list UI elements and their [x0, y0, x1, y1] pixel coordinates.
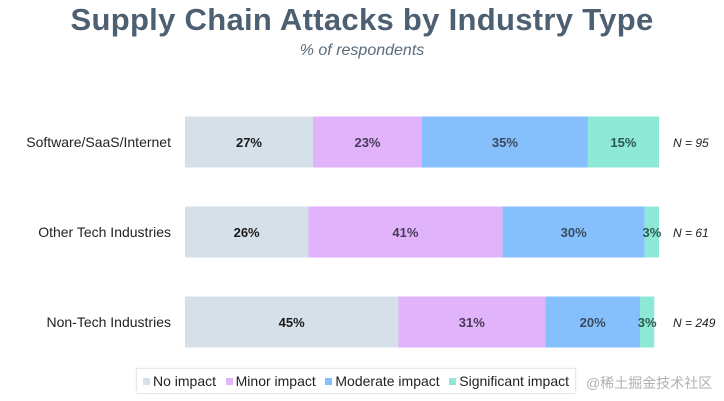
bar-segment [422, 116, 588, 168]
category-label: Other Tech Industries [38, 224, 171, 240]
chart-title: Supply Chain Attacks by Industry Type [70, 2, 654, 37]
data-label: 35% [492, 135, 518, 150]
bar-segment [640, 296, 655, 348]
legend-swatch [325, 377, 333, 385]
data-label: 20% [580, 315, 606, 330]
sample-size-label: N = 61 [673, 226, 709, 240]
bar-segment [502, 206, 645, 258]
bar-segment [308, 206, 503, 258]
bar-segment [312, 116, 422, 168]
legend-swatch [143, 377, 150, 385]
data-label: 30% [561, 225, 587, 240]
legend-swatch [225, 377, 233, 385]
bar-segment [185, 116, 313, 168]
legend-item-significant-impact: Significant impact [449, 373, 569, 389]
legend-item-no-impact: No impact [143, 373, 216, 389]
sample-size-label: N = 249 [673, 316, 716, 330]
bar-segment [587, 116, 659, 168]
category-label: Non-Tech Industries [46, 314, 171, 330]
bar-segment [185, 296, 399, 348]
legend-label: Significant impact [459, 373, 569, 389]
legend-item-moderate-impact: Moderate impact [325, 373, 440, 389]
bar-segment [185, 206, 309, 258]
data-label: 15% [610, 135, 636, 150]
data-label: 23% [354, 135, 380, 150]
watermark: @稀土掘金技术社区 [586, 375, 713, 391]
data-label: 41% [392, 225, 418, 240]
chart-subtitle: % of respondents [299, 42, 425, 59]
legend: No impact Minor impact Moderate impact S… [136, 368, 576, 394]
bar-segment [644, 206, 659, 258]
legend-label: Moderate impact [335, 373, 440, 389]
data-label: 3% [642, 225, 661, 240]
bar-segment [545, 296, 641, 348]
category-label: Software/SaaS/Internet [26, 134, 171, 150]
bar-segment [398, 296, 546, 348]
legend-label: Minor impact [235, 373, 316, 389]
data-label: 27% [236, 135, 262, 150]
legend-label: No impact [153, 373, 217, 389]
sample-size-label: N = 95 [673, 136, 709, 150]
data-label: 31% [459, 315, 485, 330]
legend-swatch [449, 377, 457, 385]
data-label: 26% [234, 225, 260, 240]
data-label: 3% [638, 315, 657, 330]
data-label: 45% [279, 315, 305, 330]
legend-item-minor-impact: Minor impact [225, 373, 316, 389]
